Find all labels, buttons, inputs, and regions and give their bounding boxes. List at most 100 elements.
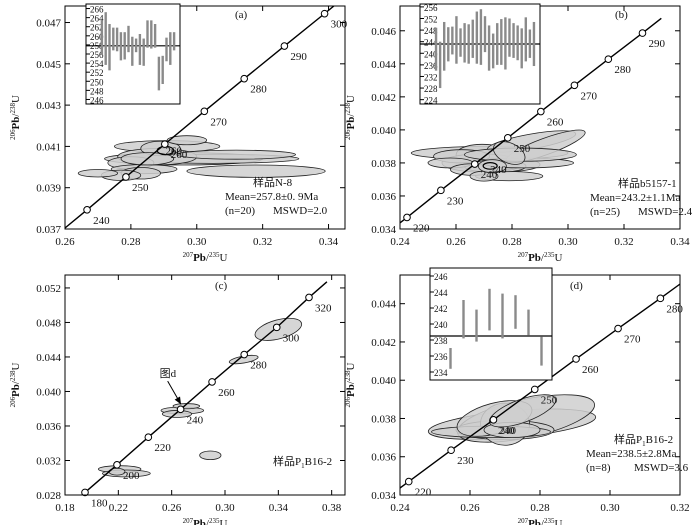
age-marker: [320, 9, 329, 18]
age-label: 200: [123, 470, 140, 482]
sample-name: 样品b5157-1: [618, 176, 677, 190]
age-label: 240: [481, 169, 498, 181]
age-marker: [530, 385, 539, 394]
x-tick-label: 0.26: [460, 502, 480, 514]
inset-frame: [429, 267, 553, 381]
y-tick-label: 0.037: [36, 224, 61, 236]
age-label: 290: [290, 51, 307, 63]
age-label: 240: [187, 414, 204, 426]
inset-error-bar: [100, 20, 104, 55]
x-tick-label: 0.24: [390, 502, 410, 514]
inset-tick-label: 236: [434, 352, 448, 362]
inset-error-bar: [471, 19, 474, 58]
inset-error-bar: [475, 309, 478, 342]
age-label: 250: [132, 182, 149, 194]
mean-age-text: Mean=257.8±0. 9Ma: [225, 191, 318, 203]
inset-error-bar: [462, 300, 465, 339]
x-tick-label: 0.34: [269, 502, 289, 514]
sample-name: 样品N-8: [253, 175, 293, 189]
y-axis-label: 206Pb/238U: [344, 95, 357, 140]
inset-error-bar: [434, 27, 438, 71]
ellipse-group: [77, 135, 326, 181]
panel-d: 220 230 240 250 260 270 280 240 0.24 0.26 0.28 0.30…: [344, 267, 690, 525]
inset-tick-label: 252: [424, 14, 438, 24]
error-ellipse: [166, 135, 208, 146]
inset-error-bar: [501, 293, 504, 339]
y-tick-label: 0.028: [36, 490, 61, 502]
panel-label: (c): [215, 280, 228, 292]
age-label: 280: [666, 303, 683, 315]
y-tick-label: 0.044: [371, 59, 396, 71]
age-label: 250: [541, 394, 558, 406]
age-label: 260: [582, 364, 599, 376]
inset-error-bar: [532, 21, 536, 67]
inset-error-bar: [104, 12, 107, 65]
inset-error-bar: [138, 34, 142, 65]
inset-tick-label: 264: [90, 14, 104, 24]
inset-error-bar: [504, 17, 507, 70]
panel-label: (d): [570, 280, 583, 292]
age-marker: [656, 294, 665, 303]
mean-age-label: 240: [498, 425, 515, 437]
x-axis-label: 207Pb/235U: [183, 251, 228, 264]
inset-error-bar: [142, 38, 145, 66]
concordia-curve: [400, 17, 662, 224]
age-label: 300: [331, 19, 348, 31]
x-axis-label: 207Pb/235U: [518, 517, 563, 525]
inset-error-bar: [463, 23, 466, 63]
inset-tick-label: 248: [424, 26, 438, 36]
y-tick-label: 0.040: [371, 125, 396, 137]
panel-c: 180 200 220 240 260 280 300 320 0.18 0.22 0.26 0.30…: [9, 274, 346, 525]
x-tick-label: 0.32: [614, 236, 633, 248]
inset-error-bar: [496, 23, 499, 65]
age-label: 270: [624, 334, 641, 346]
error-ellipse: [493, 141, 526, 165]
inset-tick-label: 266: [90, 5, 104, 15]
x-tick-label: 0.32: [670, 502, 689, 514]
age-label: 180: [91, 497, 108, 509]
inset-error-bar: [512, 23, 515, 58]
y-axis-label: 206Pb/238U: [344, 363, 357, 408]
inset-error-bar: [112, 27, 115, 51]
x-tick-label: 0.24: [390, 236, 410, 248]
age-label: 280: [250, 84, 267, 96]
age-marker: [572, 355, 580, 363]
inset-error-bar: [115, 27, 119, 52]
x-tick-label: 0.22: [109, 502, 128, 514]
concordia-curve: [80, 281, 328, 495]
x-tick-label: 0.30: [187, 236, 207, 248]
inset-tick-label: 224: [424, 96, 438, 106]
inset-tick-label: 242: [434, 304, 448, 314]
inset-weighted-mean: 234 236 238 240 242 244 246: [429, 267, 553, 381]
x-tick-label: 0.30: [558, 236, 578, 248]
age-marker: [614, 324, 622, 333]
y-tick-label: 0.040: [36, 386, 61, 398]
inset-error-bar: [514, 295, 517, 329]
age-label: 290: [648, 38, 665, 50]
inset-tick-label: 248: [90, 86, 104, 96]
sample-name: 样品P1B16-2: [273, 454, 332, 470]
inset-error-bar: [169, 32, 172, 65]
y-axis-label: 206Pb/238U: [9, 95, 22, 140]
inset-error-bar: [508, 18, 511, 57]
inset-tick-label: 246: [434, 272, 448, 282]
age-label: 220: [413, 222, 430, 234]
y-axis-label: 206Pb/238U: [9, 363, 22, 408]
plot-frame: [64, 5, 346, 230]
age-marker: [504, 134, 512, 142]
inset-tick-label: 236: [424, 61, 438, 71]
y-tick-label: 0.052: [36, 283, 61, 295]
inset-error-bar: [528, 29, 532, 58]
y-tick-label: 0.041: [36, 141, 61, 153]
x-tick-label: 0.28: [502, 236, 522, 248]
age-marker: [437, 186, 445, 195]
age-marker: [240, 350, 248, 359]
inset-error-bar: [131, 36, 134, 66]
inset-error-bar: [516, 25, 519, 61]
x-tick-label: 0.28: [121, 236, 141, 248]
age-marker: [403, 213, 411, 222]
age-label: 240: [93, 215, 110, 227]
inset-error-bar: [127, 25, 130, 53]
ellipse-group: [410, 129, 586, 182]
panel-label: (b): [615, 9, 628, 21]
